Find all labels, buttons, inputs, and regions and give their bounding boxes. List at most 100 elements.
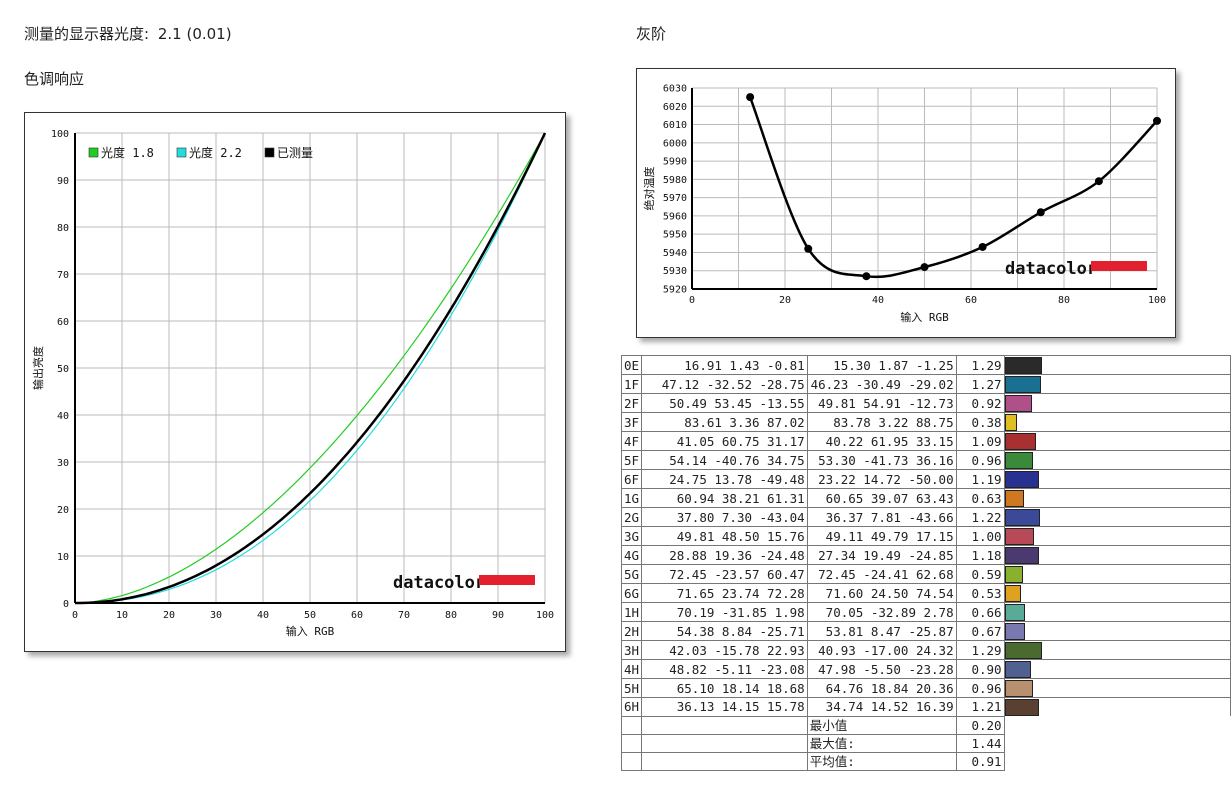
measured-lab: 83.61 3.36 87.02	[641, 412, 808, 432]
series-line	[74, 132, 546, 604]
legend-label: 光度 1.8	[101, 145, 154, 160]
empty-cell	[621, 751, 643, 771]
y-tick-label: 6020	[663, 102, 687, 113]
delta-e-bar	[1004, 471, 1039, 488]
patch-id: 4H	[621, 659, 643, 679]
delta-e-bar-cell	[1003, 621, 1231, 641]
measured-lab: 65.10 18.14 18.68	[641, 678, 808, 698]
delta-e: 0.59	[955, 564, 1005, 584]
delta-e-bar	[1004, 547, 1039, 564]
reference-lab: 27.34 19.49 -24.85	[806, 545, 957, 565]
y-tick-label: 6030	[663, 84, 687, 95]
gamma-value: 2.1 (0.01)	[157, 25, 232, 43]
patch-id: 4G	[621, 545, 643, 565]
delta-e-bar-cell	[1003, 697, 1231, 716]
tone-response-title: 色调响应	[24, 70, 85, 88]
patch-id: 6F	[621, 469, 643, 489]
delta-e-bar-cell	[1003, 507, 1231, 527]
legend-label: 已测量	[277, 146, 313, 160]
summary-value: 0.91	[955, 751, 1005, 771]
data-point	[978, 242, 987, 251]
data-point	[920, 263, 929, 272]
patch-id: 3H	[621, 640, 643, 660]
gamma-label: 测量的显示器光度: 2.1 (0.01)	[24, 23, 232, 44]
table-row: 1F 47.12 -32.52 -28.75 46.23 -30.49 -29.02…	[621, 374, 1231, 394]
data-point	[1036, 208, 1045, 217]
reference-lab: 53.81 8.47 -25.87	[806, 621, 957, 641]
measured-lab: 41.05 60.75 31.17	[641, 431, 808, 451]
table-row: 1G 60.94 38.21 61.31 60.65 39.07 63.43 0.63	[621, 488, 1231, 508]
x-tick-label: 50	[304, 610, 316, 621]
delta-e: 0.38	[955, 412, 1005, 432]
delta-e-bar-cell	[1003, 355, 1231, 375]
data-point	[862, 272, 871, 281]
reference-lab: 40.93 -17.00 24.32	[806, 640, 957, 660]
table-row: 3G 49.81 48.50 15.76 49.11 49.79 17.15 1.00	[621, 526, 1231, 546]
measured-lab: 37.80 7.30 -43.04	[641, 507, 808, 527]
delta-e-bar	[1004, 452, 1033, 469]
delta-e-bar	[1004, 490, 1024, 507]
summary-label: 最小值	[806, 715, 957, 735]
x-tick-label: 70	[398, 610, 410, 621]
y-tick-label: 80	[57, 223, 69, 234]
reference-lab: 72.45 -24.41 62.68	[806, 564, 957, 584]
patch-id: 1F	[621, 374, 643, 394]
y-axis-label: 输出亮度	[31, 346, 45, 390]
y-tick-label: 5990	[663, 157, 687, 168]
reference-lab: 36.37 7.81 -43.66	[806, 507, 957, 527]
reference-lab: 71.60 24.50 74.54	[806, 583, 957, 603]
measured-lab: 16.91 1.43 -0.81	[641, 355, 808, 375]
legend-swatch	[88, 147, 99, 158]
measured-lab: 47.12 -32.52 -28.75	[641, 374, 808, 394]
delta-e: 0.67	[955, 621, 1005, 641]
measured-lab: 36.13 14.15 15.78	[641, 697, 808, 717]
table-row: 5G 72.45 -23.57 60.47 72.45 -24.41 62.68 0.…	[621, 564, 1231, 584]
grayscale-panel: 0 20 40 60 80 100 5920 5930 5940 5950 5960 5970 5980…	[636, 68, 1176, 338]
series-line	[75, 132, 547, 605]
empty-cell	[641, 751, 808, 771]
grayscale-title: 灰阶	[636, 25, 667, 43]
delta-e: 1.27	[955, 374, 1005, 394]
summary-value: 0.20	[955, 715, 1005, 735]
y-tick-label: 30	[57, 458, 69, 469]
data-point	[746, 93, 755, 102]
delta-e-bar-cell	[1003, 545, 1231, 565]
delta-e-bar	[1004, 680, 1033, 697]
reference-lab: 34.74 14.52 16.39	[806, 697, 957, 717]
x-tick-label: 30	[210, 610, 222, 621]
reference-lab: 70.05 -32.89 2.78	[806, 602, 957, 622]
x-tick-label: 0	[72, 610, 78, 621]
datacolor-logo-text: datacolor	[393, 573, 485, 593]
x-tick-label: 60	[965, 295, 977, 306]
patch-id: 6G	[621, 583, 643, 603]
table-row: 5H 65.10 18.14 18.68 64.76 18.84 20.36 0.96	[621, 678, 1231, 698]
measured-lab: 54.38 8.84 -25.71	[641, 621, 808, 641]
datacolor-logo-bar	[1091, 261, 1147, 271]
x-tick-label: 80	[1058, 295, 1070, 306]
reference-lab: 49.11 49.79 17.15	[806, 526, 957, 546]
y-tick-label: 50	[57, 364, 69, 375]
datacolor-logo-bar	[479, 575, 535, 585]
table-row: 5F 54.14 -40.76 34.75 53.30 -41.73 36.16 0.…	[621, 450, 1231, 470]
patch-id: 2H	[621, 621, 643, 641]
x-tick-label: 0	[689, 295, 695, 306]
delta-e: 1.29	[955, 355, 1005, 375]
patch-id: 5F	[621, 450, 643, 470]
delta-e-bar-cell	[1003, 450, 1231, 470]
y-tick-label: 5970	[663, 193, 687, 204]
y-tick-label: 10	[57, 552, 69, 563]
reference-lab: 53.30 -41.73 36.16	[806, 450, 957, 470]
patch-id: 2G	[621, 507, 643, 527]
delta-e: 1.29	[955, 640, 1005, 660]
delta-e-bar	[1004, 357, 1042, 374]
delta-e-bar-cell	[1003, 431, 1231, 451]
y-tick-label: 6010	[663, 120, 687, 131]
delta-e-bar	[1004, 395, 1032, 412]
y-tick-label: 5940	[663, 248, 687, 259]
empty-cell	[1004, 716, 1230, 734]
delta-e-bar-cell	[1003, 374, 1231, 394]
measured-lab: 24.75 13.78 -49.48	[641, 469, 808, 489]
delta-e-bar	[1004, 414, 1017, 431]
delta-e-bar	[1004, 661, 1032, 678]
x-axis-label: 输入 RGB	[286, 624, 335, 638]
